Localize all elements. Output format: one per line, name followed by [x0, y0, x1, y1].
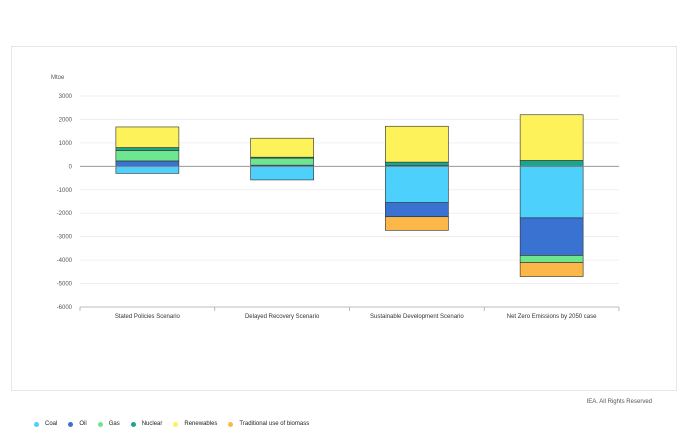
bar-segment-renewables[interactable]: [385, 125, 449, 163]
x-tick-label: Delayed Recovery Scenario: [245, 314, 320, 320]
bar-segment-renewables[interactable]: [115, 126, 180, 148]
legend-label: Gas: [108, 421, 120, 427]
chart-frame: 3000 2000 1000 0 -1000 -2000 -3000 -4000 -5000 -6…: [11, 46, 677, 427]
y-tick-label: -3000: [57, 235, 73, 241]
legend-swatch: [130, 421, 136, 427]
bar-segment-nuclear[interactable]: [385, 161, 449, 166]
bar-segment-oil[interactable]: [115, 160, 180, 167]
x-tick-label: Net Zero Emissions by 2050 case: [507, 314, 597, 320]
legend-item-gas[interactable]: Gas: [97, 421, 120, 427]
y-axis-label: Mtoe: [51, 75, 65, 81]
x-tick-label: Sustainable Development Scenario: [370, 314, 464, 320]
legend-swatch: [97, 421, 103, 427]
y-tick-label: 3000: [59, 94, 73, 100]
legend-item-traditional-use-of-biomass[interactable]: Traditional use of biomass: [228, 421, 309, 427]
legend-item-coal[interactable]: Coal: [34, 421, 57, 427]
bars: [115, 114, 584, 277]
legend-swatch: [228, 421, 234, 427]
y-tick-label: -2000: [57, 211, 73, 217]
legend: Coal Oil Gas Nuclear Renewables Traditional u…: [34, 421, 320, 427]
bar-segment-oil[interactable]: [385, 202, 449, 218]
bar-segment-nuclear[interactable]: [115, 147, 180, 151]
y-tick-label: 0: [69, 164, 73, 170]
y-tick-label: -6000: [57, 305, 73, 311]
bar-segment-traditional-use-of-biomass[interactable]: [385, 216, 449, 231]
bar-segment-coal[interactable]: [385, 166, 449, 203]
bar-segment-traditional-use-of-biomass[interactable]: [519, 262, 584, 277]
y-tick-label: -4000: [57, 258, 73, 264]
bar-segment-coal[interactable]: [250, 166, 314, 181]
legend-label: Renewables: [184, 421, 218, 427]
y-tick-label: -1000: [57, 188, 73, 194]
bar-segment-oil[interactable]: [519, 217, 584, 256]
y-tick-label: 2000: [59, 117, 73, 123]
legend-swatch: [68, 421, 74, 427]
y-tick-labels: 3000 2000 1000 0 -1000 -2000 -3000 -4000 -5000 -6…: [57, 94, 73, 311]
y-tick-label: -5000: [57, 282, 73, 288]
y-tick-label: 1000: [59, 141, 73, 147]
x-tick-label: Stated Policies Scenario: [115, 314, 181, 320]
legend-label: Coal: [45, 421, 58, 427]
legend-label: Nuclear: [141, 421, 163, 427]
bar-segment-gas[interactable]: [115, 150, 180, 162]
legend-swatch: [173, 421, 179, 427]
bar-segment-renewables[interactable]: [250, 137, 314, 158]
legend-item-oil[interactable]: Oil: [68, 421, 87, 427]
x-axis: Stated Policies Scenario Delayed Recovery…: [79, 165, 620, 320]
legend-label: Oil: [79, 421, 87, 427]
bar-segment-gas[interactable]: [250, 157, 314, 166]
legend-label: Traditional use of biomass: [239, 421, 310, 427]
stacked-bar-chart: 3000 2000 1000 0 -1000 -2000 -3000 -4000 -5000 -6…: [51, 75, 620, 320]
legend-item-nuclear[interactable]: Nuclear: [130, 421, 163, 427]
bar-segment-coal[interactable]: [115, 166, 180, 174]
bar-segment-gas[interactable]: [519, 255, 584, 263]
credit-text: IEA. All Rights Reserved: [586, 399, 652, 405]
bar-segment-nuclear[interactable]: [519, 160, 584, 167]
bar-segment-renewables[interactable]: [519, 114, 584, 161]
bar-segment-coal[interactable]: [519, 166, 584, 219]
legend-item-renewables[interactable]: Renewables: [173, 421, 217, 427]
legend-swatch: [34, 421, 39, 427]
